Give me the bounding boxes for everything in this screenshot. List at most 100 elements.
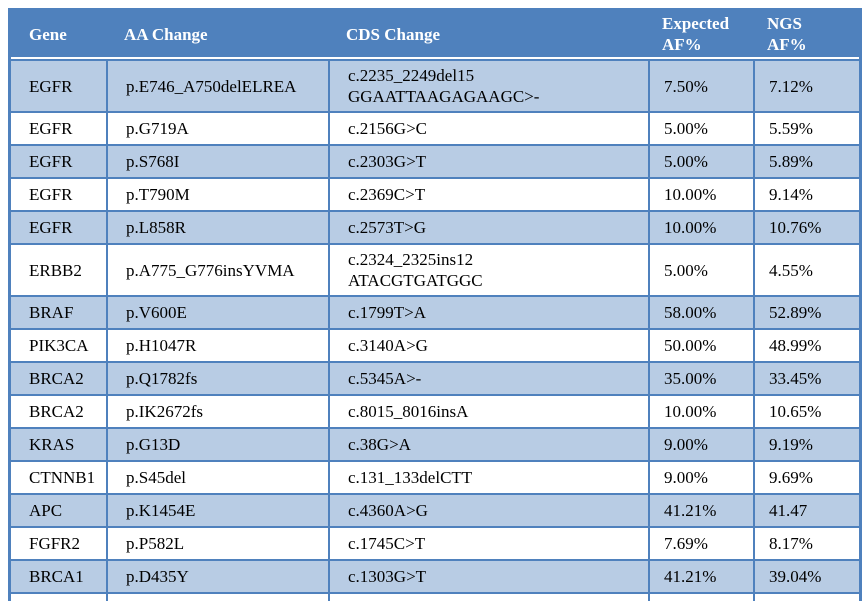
table-row: APC p.K1454E c.4360A>G 41.21% 41.47 — [11, 493, 859, 526]
cds-change-cell: c.2573T>G — [328, 210, 648, 243]
aa-change-cell: p.A775_G776insYVMA — [106, 243, 328, 295]
gene-cell: EGFR — [11, 59, 106, 111]
cds-change-cell: c.2235_2249del15 GGAATTAAGAGAAGC>- — [328, 59, 648, 111]
table-row: ERBB2 p.A775_G776insYVMA c.2324_2325ins1… — [11, 243, 859, 295]
ngs-af-cell: 5.59% — [753, 111, 859, 144]
table-row: IDH2 p.G190D c.569G>A 41.21% 39.45% — [11, 592, 859, 601]
gene-cell: BRCA1 — [11, 559, 106, 592]
table-row: FGFR2 p.P582L c.1745C>T 7.69% 8.17% — [11, 526, 859, 559]
expected-af-cell: 5.00% — [648, 144, 753, 177]
table-row: EGFR p.S768I c.2303G>T 5.00% 5.89% — [11, 144, 859, 177]
gene-cell: BRCA2 — [11, 394, 106, 427]
gene-cell: EGFR — [11, 111, 106, 144]
ngs-af-cell: 9.14% — [753, 177, 859, 210]
aa-change-cell: p.G13D — [106, 427, 328, 460]
aa-change-cell: p.T790M — [106, 177, 328, 210]
ngs-af-cell: 39.04% — [753, 559, 859, 592]
table-row: EGFR p.E746_A750delELREA c.2235_2249del1… — [11, 59, 859, 111]
cds-change-cell: c.2369C>T — [328, 177, 648, 210]
table-row: CTNNB1 p.S45del c.131_133delCTT 9.00% 9.… — [11, 460, 859, 493]
column-header-ngs-af: NGS AF% — [753, 11, 859, 59]
ngs-af-cell: 48.99% — [753, 328, 859, 361]
expected-af-cell: 35.00% — [648, 361, 753, 394]
cds-change-cell: c.2324_2325ins12 ATACGTGATGGC — [328, 243, 648, 295]
table-row: EGFR p.T790M c.2369C>T 10.00% 9.14% — [11, 177, 859, 210]
gene-cell: FGFR2 — [11, 526, 106, 559]
table-row: PIK3CA p.H1047R c.3140A>G 50.00% 48.99% — [11, 328, 859, 361]
gene-cell: ERBB2 — [11, 243, 106, 295]
aa-change-cell: p.L858R — [106, 210, 328, 243]
aa-change-cell: p.D435Y — [106, 559, 328, 592]
expected-af-cell: 7.69% — [648, 526, 753, 559]
table-row: BRCA1 p.D435Y c.1303G>T 41.21% 39.04% — [11, 559, 859, 592]
ngs-af-cell: 33.45% — [753, 361, 859, 394]
expected-af-cell: 7.50% — [648, 59, 753, 111]
ngs-af-cell: 9.69% — [753, 460, 859, 493]
cds-change-cell: c.131_133delCTT — [328, 460, 648, 493]
aa-change-cell: p.V600E — [106, 295, 328, 328]
table-body: EGFR p.E746_A750delELREA c.2235_2249del1… — [11, 59, 859, 601]
aa-change-cell: p.H1047R — [106, 328, 328, 361]
cds-change-cell: c.1303G>T — [328, 559, 648, 592]
table-row: BRCA2 p.Q1782fs c.5345A>- 35.00% 33.45% — [11, 361, 859, 394]
aa-change-cell: p.S45del — [106, 460, 328, 493]
gene-cell: KRAS — [11, 427, 106, 460]
gene-cell: PIK3CA — [11, 328, 106, 361]
expected-af-cell: 5.00% — [648, 111, 753, 144]
table-row: EGFR p.G719A c.2156G>C 5.00% 5.59% — [11, 111, 859, 144]
column-header-cds-change: CDS Change — [328, 11, 648, 59]
column-header-aa-change: AA Change — [106, 11, 328, 59]
ngs-af-cell: 52.89% — [753, 295, 859, 328]
cds-change-cell: c.8015_8016insA — [328, 394, 648, 427]
aa-change-cell: p.K1454E — [106, 493, 328, 526]
ngs-af-cell: 10.65% — [753, 394, 859, 427]
cds-change-cell: c.2303G>T — [328, 144, 648, 177]
gene-cell: EGFR — [11, 210, 106, 243]
cds-change-cell: c.5345A>- — [328, 361, 648, 394]
header-row: Gene AA Change CDS Change Expected AF% N… — [11, 11, 859, 59]
expected-af-cell: 50.00% — [648, 328, 753, 361]
table-header: Gene AA Change CDS Change Expected AF% N… — [11, 11, 859, 59]
gene-cell: EGFR — [11, 144, 106, 177]
gene-cell: APC — [11, 493, 106, 526]
column-header-expected-af: Expected AF% — [648, 11, 753, 59]
expected-af-cell: 41.21% — [648, 493, 753, 526]
expected-af-cell: 10.00% — [648, 210, 753, 243]
expected-af-cell: 5.00% — [648, 243, 753, 295]
table-row: BRCA2 p.IK2672fs c.8015_8016insA 10.00% … — [11, 394, 859, 427]
aa-change-cell: p.E746_A750delELREA — [106, 59, 328, 111]
expected-af-cell: 9.00% — [648, 427, 753, 460]
ngs-af-cell: 41.47 — [753, 493, 859, 526]
expected-af-cell: 41.21% — [648, 559, 753, 592]
gene-cell: CTNNB1 — [11, 460, 106, 493]
cds-change-cell: c.1799T>A — [328, 295, 648, 328]
expected-af-cell: 10.00% — [648, 394, 753, 427]
aa-change-cell: p.G719A — [106, 111, 328, 144]
gene-cell: BRCA2 — [11, 361, 106, 394]
aa-change-cell: p.G190D — [106, 592, 328, 601]
expected-af-cell: 10.00% — [648, 177, 753, 210]
ngs-af-cell: 39.45% — [753, 592, 859, 601]
variant-table: Gene AA Change CDS Change Expected AF% N… — [8, 8, 862, 601]
aa-change-cell: p.P582L — [106, 526, 328, 559]
expected-af-cell: 41.21% — [648, 592, 753, 601]
gene-cell: IDH2 — [11, 592, 106, 601]
table-row: BRAF p.V600E c.1799T>A 58.00% 52.89% — [11, 295, 859, 328]
ngs-af-cell: 8.17% — [753, 526, 859, 559]
cds-change-cell: c.1745C>T — [328, 526, 648, 559]
aa-change-cell: p.S768I — [106, 144, 328, 177]
expected-af-cell: 9.00% — [648, 460, 753, 493]
cds-change-cell: c.2156G>C — [328, 111, 648, 144]
cds-change-cell: c.569G>A — [328, 592, 648, 601]
gene-cell: EGFR — [11, 177, 106, 210]
ngs-af-cell: 7.12% — [753, 59, 859, 111]
table-row: EGFR p.L858R c.2573T>G 10.00% 10.76% — [11, 210, 859, 243]
ngs-af-cell: 5.89% — [753, 144, 859, 177]
table-row: KRAS p.G13D c.38G>A 9.00% 9.19% — [11, 427, 859, 460]
gene-cell: BRAF — [11, 295, 106, 328]
ngs-af-cell: 10.76% — [753, 210, 859, 243]
cds-change-cell: c.4360A>G — [328, 493, 648, 526]
aa-change-cell: p.IK2672fs — [106, 394, 328, 427]
cds-change-cell: c.38G>A — [328, 427, 648, 460]
